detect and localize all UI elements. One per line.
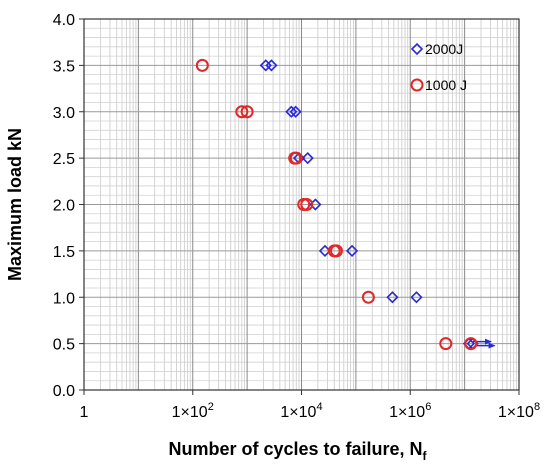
diamond-marker xyxy=(410,42,424,56)
diamond-marker xyxy=(285,105,298,118)
legend-label: 1000 J xyxy=(425,77,467,93)
y-tick-label: 2.5 xyxy=(53,151,75,168)
legend: 2000J 1000 J xyxy=(410,41,467,93)
diamond-marker xyxy=(301,151,314,165)
circle-marker xyxy=(195,58,209,72)
x-tick-label: 1×106 xyxy=(389,401,431,421)
x-tick-label: 1×104 xyxy=(280,401,322,421)
diamond-marker xyxy=(345,244,359,258)
x-tick-label: 1 xyxy=(80,404,89,421)
circle-marker xyxy=(464,337,478,351)
diamond-marker xyxy=(386,291,399,304)
diamond-marker xyxy=(289,105,302,118)
circle-marker xyxy=(361,290,375,304)
circle-marker xyxy=(240,105,254,119)
circle-marker xyxy=(329,244,343,258)
diamond-marker xyxy=(265,59,278,72)
x-axis-ticks: 1 1×102 1×104 1×106 1×108 xyxy=(80,390,540,421)
x-axis-title: Number of cycles to failure, Nf xyxy=(168,439,427,463)
circle-marker xyxy=(289,151,303,165)
circle-marker xyxy=(235,105,249,119)
y-tick-label: 0.5 xyxy=(53,337,75,354)
y-tick-label: 1.0 xyxy=(53,290,75,307)
y-axis-ticks: 0.0 0.5 1.0 1.5 2.0 2.5 3.0 3.5 4.0 xyxy=(53,12,84,400)
y-tick-label: 3.5 xyxy=(53,58,75,75)
x-tick-label: 1×102 xyxy=(172,401,214,421)
circle-marker xyxy=(410,78,424,92)
data-points xyxy=(195,58,479,351)
x-tick-label: 1×108 xyxy=(498,401,540,421)
y-tick-label: 3.0 xyxy=(53,105,75,122)
y-tick-label: 4.0 xyxy=(53,12,75,29)
circle-marker xyxy=(439,337,453,351)
y-tick-label: 0.0 xyxy=(53,383,75,400)
circle-marker xyxy=(300,198,314,211)
legend-label: 2000J xyxy=(425,41,463,57)
y-axis-title: Maximum load kN xyxy=(5,128,25,281)
diamond-marker xyxy=(410,291,423,304)
y-tick-label: 2.0 xyxy=(53,198,75,215)
y-tick-label: 1.5 xyxy=(53,244,75,261)
